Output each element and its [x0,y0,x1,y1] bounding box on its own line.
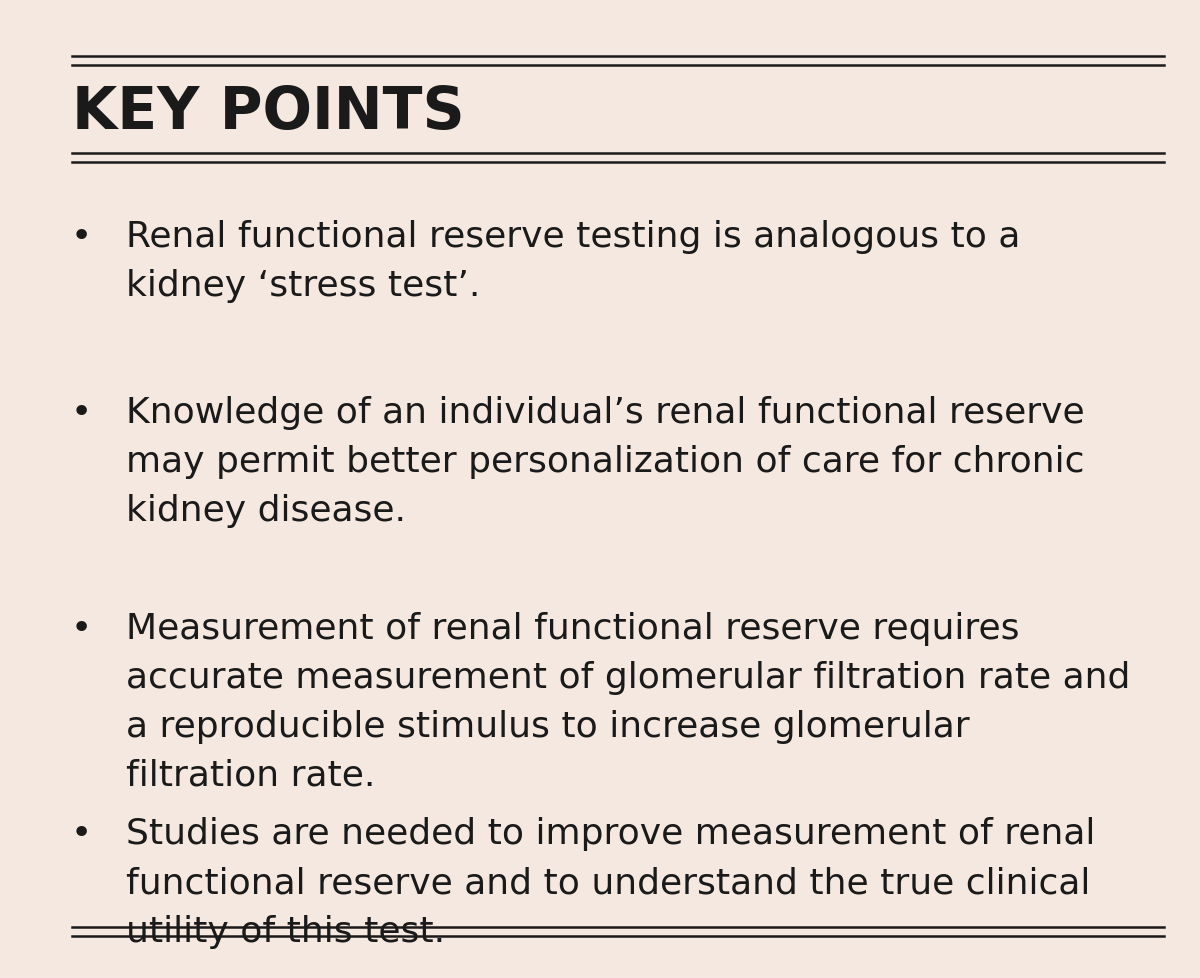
Text: Measurement of renal functional reserve requires
accurate measurement of glomeru: Measurement of renal functional reserve … [126,611,1130,791]
Text: •: • [71,817,92,851]
Text: Knowledge of an individual’s renal functional reserve
may permit better personal: Knowledge of an individual’s renal funct… [126,396,1085,528]
Text: •: • [71,611,92,645]
Text: •: • [71,220,92,254]
Text: Renal functional reserve testing is analogous to a
kidney ‘stress test’.: Renal functional reserve testing is anal… [126,220,1020,303]
Text: Studies are needed to improve measurement of renal
functional reserve and to und: Studies are needed to improve measuremen… [126,817,1096,949]
Text: KEY POINTS: KEY POINTS [72,84,464,141]
Text: •: • [71,396,92,430]
